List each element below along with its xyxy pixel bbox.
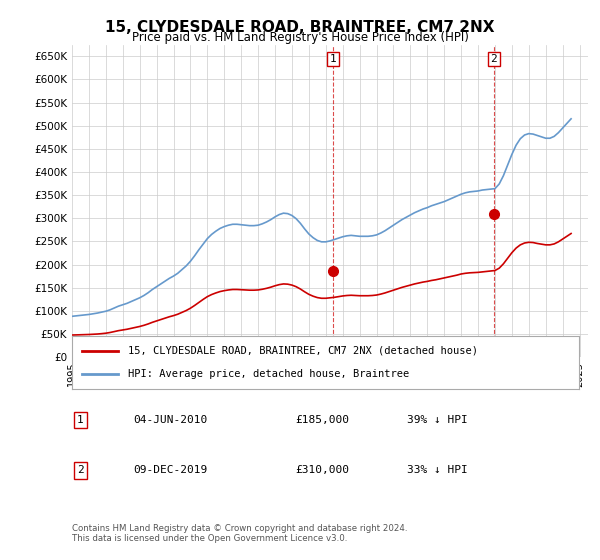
Text: Contains HM Land Registry data © Crown copyright and database right 2024.
This d: Contains HM Land Registry data © Crown c…	[72, 524, 407, 543]
Text: Price paid vs. HM Land Registry's House Price Index (HPI): Price paid vs. HM Land Registry's House …	[131, 31, 469, 44]
Text: 1: 1	[77, 415, 84, 425]
Text: £310,000: £310,000	[295, 465, 349, 475]
Text: 1: 1	[329, 54, 337, 64]
Text: 15, CLYDESDALE ROAD, BRAINTREE, CM7 2NX (detached house): 15, CLYDESDALE ROAD, BRAINTREE, CM7 2NX …	[128, 346, 478, 356]
Text: 04-JUN-2010: 04-JUN-2010	[133, 415, 207, 425]
Text: HPI: Average price, detached house, Braintree: HPI: Average price, detached house, Brai…	[128, 369, 409, 379]
Text: 09-DEC-2019: 09-DEC-2019	[133, 465, 207, 475]
Text: 39% ↓ HPI: 39% ↓ HPI	[407, 415, 467, 425]
Text: 33% ↓ HPI: 33% ↓ HPI	[407, 465, 467, 475]
Text: 15, CLYDESDALE ROAD, BRAINTREE, CM7 2NX: 15, CLYDESDALE ROAD, BRAINTREE, CM7 2NX	[105, 20, 495, 35]
Text: 2: 2	[491, 54, 497, 64]
Text: 2: 2	[77, 465, 84, 475]
Text: £185,000: £185,000	[295, 415, 349, 425]
